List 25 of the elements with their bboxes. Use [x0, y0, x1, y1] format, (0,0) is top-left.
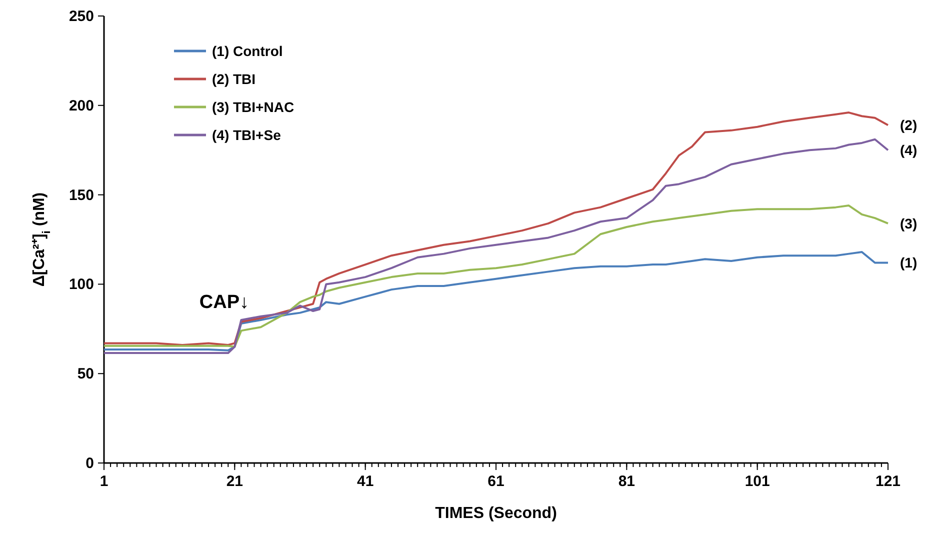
y-tick-label: 0: [86, 455, 94, 472]
line-series: [103, 204, 889, 348]
text: (1): [900, 254, 918, 271]
x-tick-label: 121: [875, 473, 901, 490]
x-axis-title: TIMES (Second): [435, 505, 557, 522]
text: (3): [900, 215, 918, 232]
legend-label: (2) TBI: [212, 71, 256, 87]
y-tick-label: 150: [68, 186, 94, 204]
y-tick-label: 50: [77, 366, 94, 383]
x-tick-label: 21: [226, 473, 244, 490]
annotation: CAP↓: [199, 292, 249, 313]
x-tick-label: 61: [488, 473, 504, 490]
x-tick-label: 41: [356, 473, 374, 490]
legend-label: (3) TBI+NAC: [212, 99, 294, 115]
x-tick-label: 81: [618, 473, 636, 490]
legend-label: (1) Control: [212, 43, 283, 59]
text: (2): [900, 117, 918, 134]
line-series: [103, 251, 889, 352]
text: (4): [900, 142, 918, 158]
legend-label: (4) TBI+Se: [212, 127, 282, 143]
x-tick-label: 101: [744, 473, 770, 490]
y-tick-label: 200: [68, 97, 94, 114]
y-tick-label: 250: [68, 8, 94, 25]
x-tick-label: 1: [100, 473, 108, 490]
y-tick-label: 100: [68, 276, 94, 294]
